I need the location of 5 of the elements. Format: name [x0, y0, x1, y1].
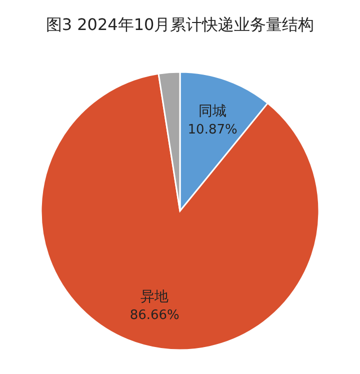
chart-title: 图3 2024年10月累计快递业务量结构 — [46, 15, 314, 34]
data-label: 86.66% — [130, 308, 180, 323]
slice-label: 同城 — [198, 103, 227, 120]
slice-label: 异地 — [140, 288, 169, 305]
data-label: 10.87% — [188, 122, 238, 138]
